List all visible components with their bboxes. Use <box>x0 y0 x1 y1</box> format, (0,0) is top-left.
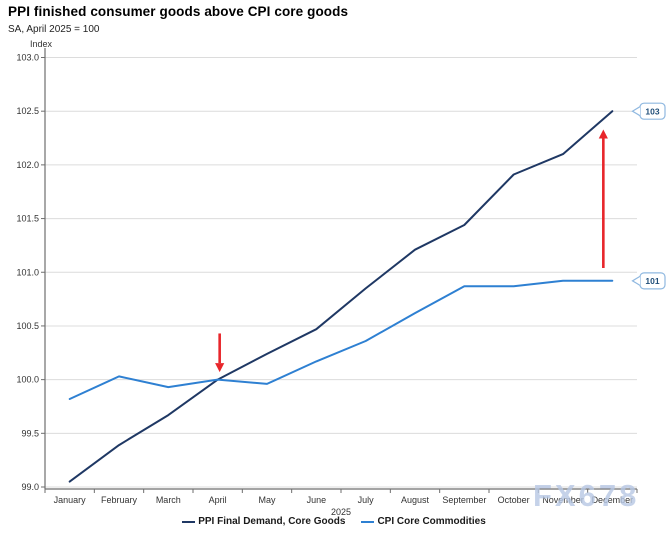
april-crossing-arrow <box>215 333 225 373</box>
callout-label: 103 <box>645 106 659 116</box>
month-label: April <box>209 495 227 505</box>
y-tick-label: 99.0 <box>21 482 39 492</box>
y-tick-label: 101.0 <box>16 267 39 277</box>
gridlines <box>45 57 637 488</box>
december-gap-arrow <box>598 129 608 268</box>
legend-item-cpi: CPI Core Commodities <box>361 516 486 527</box>
callout-103: 103 <box>631 102 666 120</box>
callout-101: 101 <box>631 272 666 290</box>
month-label: December <box>592 495 634 505</box>
y-tick-label: 102.5 <box>16 106 39 116</box>
legend-item-ppi: PPI Final Demand, Core Goods <box>182 516 345 527</box>
y-tick-labels: 99.0 99.5 100.0 100.5 101.0 101.5 102.0 102.5 10… <box>16 53 45 492</box>
month-label: February <box>101 495 138 505</box>
month-label: March <box>156 495 181 505</box>
legend-label-cpi: CPI Core Commodities <box>377 516 486 527</box>
y-tick-label: 102.0 <box>16 160 39 170</box>
callout-label: 101 <box>645 276 659 286</box>
year-label: 2025 <box>331 507 351 517</box>
legend-label-ppi: PPI Final Demand, Core Goods <box>198 516 346 527</box>
month-label: January <box>54 495 87 505</box>
y-tick-label: 100.5 <box>16 321 39 331</box>
chart-subtitle: SA, April 2025 = 100 <box>8 24 100 35</box>
cpi-series-line <box>68 279 614 400</box>
month-label: September <box>442 495 486 505</box>
month-label: July <box>358 495 375 505</box>
ppi-series-line <box>68 110 614 483</box>
chart-title: PPI finished consumer goods above CPI co… <box>8 4 349 19</box>
month-label: May <box>258 495 276 505</box>
y-tick-label: 99.5 <box>21 428 39 438</box>
x-tick-labels: January February March April May June July Augu… <box>44 489 638 505</box>
cpi-line-swatch <box>361 520 375 523</box>
month-label: November <box>542 495 584 505</box>
ppi-line-swatch <box>182 520 196 523</box>
y-tick-label: 100.0 <box>16 375 39 385</box>
legend: PPI Final Demand, Core Goods CPI Core Co… <box>0 516 668 527</box>
y-tick-label: 103.0 <box>16 53 39 63</box>
y-axis-title: Index <box>30 39 53 49</box>
month-label: June <box>307 495 327 505</box>
month-label: October <box>498 495 530 505</box>
month-label: August <box>401 495 430 505</box>
y-tick-label: 101.5 <box>16 214 39 224</box>
